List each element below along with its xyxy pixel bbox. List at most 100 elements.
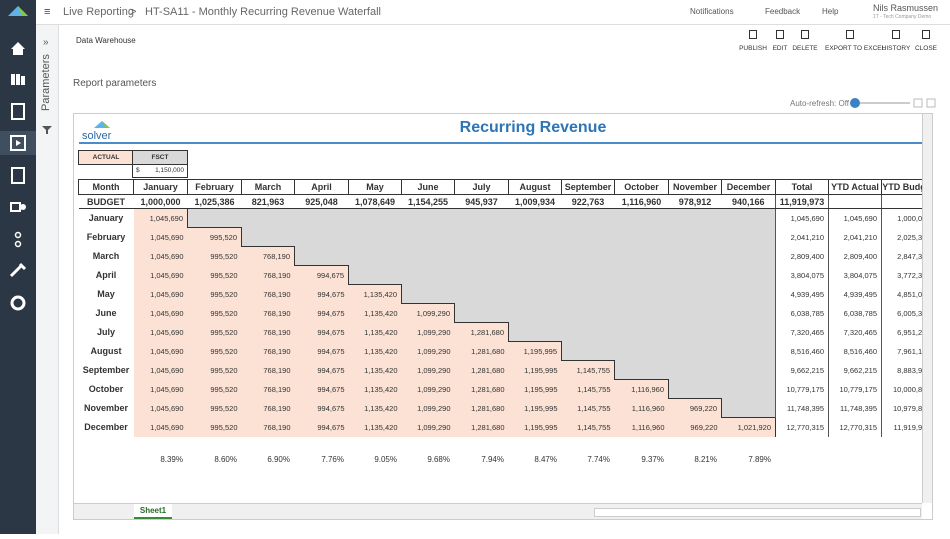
revenue-cell: 1,145,755 <box>562 399 615 418</box>
budget-label: BUDGET <box>79 195 134 209</box>
revenue-cell: 995,520 <box>188 266 242 285</box>
revenue-cell: 768,190 <box>242 285 295 304</box>
header-cell: May <box>349 180 402 195</box>
month-row: March1,045,690995,520768,1902,809,4002,8… <box>79 247 924 266</box>
revenue-cell: 1,135,420 <box>349 361 402 380</box>
toolbar-button[interactable]: DELETE <box>780 28 830 54</box>
forecast-cell <box>562 342 615 361</box>
revenue-cell: 1,195,995 <box>509 418 562 437</box>
sheet-tab[interactable]: Sheet1 <box>134 504 172 519</box>
button-icon <box>846 30 854 39</box>
forecast-cell <box>562 266 615 285</box>
forecast-cell <box>455 209 509 228</box>
header-cell: November <box>669 180 722 195</box>
revenue-cell: 1,045,690 <box>134 323 188 342</box>
revenue-cell: 994,675 <box>295 361 349 380</box>
forecast-cell <box>669 304 722 323</box>
toolbar-button[interactable]: EXPORT TO EXCEL <box>825 28 875 54</box>
breadcrumb[interactable]: Live Reporting <box>63 6 134 18</box>
ytd-budget-cell: 2,025,386 <box>882 228 924 247</box>
header-row: MonthJanuaryFebruaryMarchAprilMayJuneJul… <box>79 180 924 195</box>
vertical-scrollbar[interactable] <box>922 114 932 503</box>
revenue-cell: 1,195,995 <box>509 342 562 361</box>
revenue-cell: 994,675 <box>295 266 349 285</box>
filter-icon[interactable] <box>41 125 53 135</box>
header-cell: Month <box>79 180 134 195</box>
budget-total: 11,919,973 <box>776 195 829 209</box>
auto-refresh-toggle[interactable] <box>848 97 938 109</box>
header-cell: YTD Actual <box>829 180 882 195</box>
help[interactable]: Help <box>822 7 838 16</box>
revenue-table: MonthJanuaryFebruaryMarchAprilMayJuneJul… <box>78 179 923 437</box>
ytd-budget-cell: 1,000,000 <box>882 209 924 228</box>
forecast-cell <box>562 304 615 323</box>
ytd-budget-cell: 10,000,895 <box>882 380 924 399</box>
budget-cell: 1,154,255 <box>402 195 455 209</box>
forecast-cell <box>722 399 776 418</box>
data-source[interactable]: Data Warehouse <box>76 36 136 45</box>
revenue-cell: 1,195,995 <box>509 361 562 380</box>
forecast-cell <box>349 247 402 266</box>
revenue-cell: 1,045,690 <box>134 228 188 247</box>
percent-row: 8.39%8.60%6.90%7.76%9.05%9.68%7.94%8.47%… <box>78 455 775 464</box>
report-parameters[interactable]: Report parameters <box>73 78 156 89</box>
forecast-cell <box>402 266 455 285</box>
revenue-cell: 995,520 <box>188 418 242 437</box>
forecast-cell <box>295 209 349 228</box>
header-cell: April <box>295 180 349 195</box>
revenue-cell: 1,099,290 <box>402 304 455 323</box>
menu-icon[interactable]: ≡ <box>44 6 50 18</box>
month-row: July1,045,690995,520768,190994,6751,135,… <box>79 323 924 342</box>
month-label: October <box>79 380 134 399</box>
forecast-cell <box>669 266 722 285</box>
total-cell: 7,320,465 <box>776 323 829 342</box>
notifications[interactable]: Notifications <box>690 7 734 16</box>
revenue-cell: 1,045,690 <box>134 361 188 380</box>
forecast-cell <box>722 304 776 323</box>
auto-refresh-label: Auto-refresh: Off <box>790 99 849 108</box>
revenue-cell: 1,281,680 <box>455 361 509 380</box>
month-label: September <box>79 361 134 380</box>
revenue-cell: 1,145,755 <box>562 380 615 399</box>
total-cell: 1,045,690 <box>776 209 829 228</box>
forecast-cell <box>562 247 615 266</box>
horizontal-scrollbar[interactable] <box>594 508 921 517</box>
revenue-cell: 994,675 <box>295 399 349 418</box>
forecast-cell <box>242 209 295 228</box>
month-row: August1,045,690995,520768,190994,6751,13… <box>79 342 924 361</box>
total-cell: 12,770,315 <box>776 418 829 437</box>
revenue-cell: 1,099,290 <box>402 342 455 361</box>
legend-amount-cell: $ 1,150,000 <box>132 164 188 178</box>
forecast-cell <box>615 266 669 285</box>
ytd-actual-cell: 9,662,215 <box>829 361 882 380</box>
month-label: April <box>79 266 134 285</box>
revenue-cell: 768,190 <box>242 380 295 399</box>
budget-cell: 1,000,000 <box>134 195 188 209</box>
revenue-cell: 1,145,755 <box>562 418 615 437</box>
user-name[interactable]: Nils Rasmussen <box>873 3 938 13</box>
button-label: DELETE <box>780 45 830 52</box>
revenue-cell: 1,116,960 <box>615 418 669 437</box>
budget-cell: 1,025,386 <box>188 195 242 209</box>
feedback[interactable]: Feedback <box>765 7 800 16</box>
percent-cell: 9.05% <box>348 455 401 464</box>
month-label: June <box>79 304 134 323</box>
forecast-cell <box>455 266 509 285</box>
budget-cell: 922,763 <box>562 195 615 209</box>
revenue-cell: 1,099,290 <box>402 361 455 380</box>
revenue-cell: 994,675 <box>295 285 349 304</box>
ytd-budget-cell: 6,005,301 <box>882 304 924 323</box>
forecast-cell <box>722 342 776 361</box>
revenue-cell: 1,135,420 <box>349 323 402 342</box>
revenue-cell: 995,520 <box>188 228 242 247</box>
revenue-cell: 1,281,680 <box>455 418 509 437</box>
toolbar-button[interactable]: CLOSE <box>901 28 950 54</box>
parameters-label[interactable]: Parameters <box>40 51 52 111</box>
company-name: 1T - Tech Company Demo <box>873 14 931 20</box>
budget-ytd-budget <box>882 195 924 209</box>
header-cell: July <box>455 180 509 195</box>
expand-icon[interactable]: » <box>43 37 49 48</box>
header-cell: December <box>722 180 776 195</box>
month-row: October1,045,690995,520768,190994,6751,1… <box>79 380 924 399</box>
revenue-cell: 995,520 <box>188 304 242 323</box>
